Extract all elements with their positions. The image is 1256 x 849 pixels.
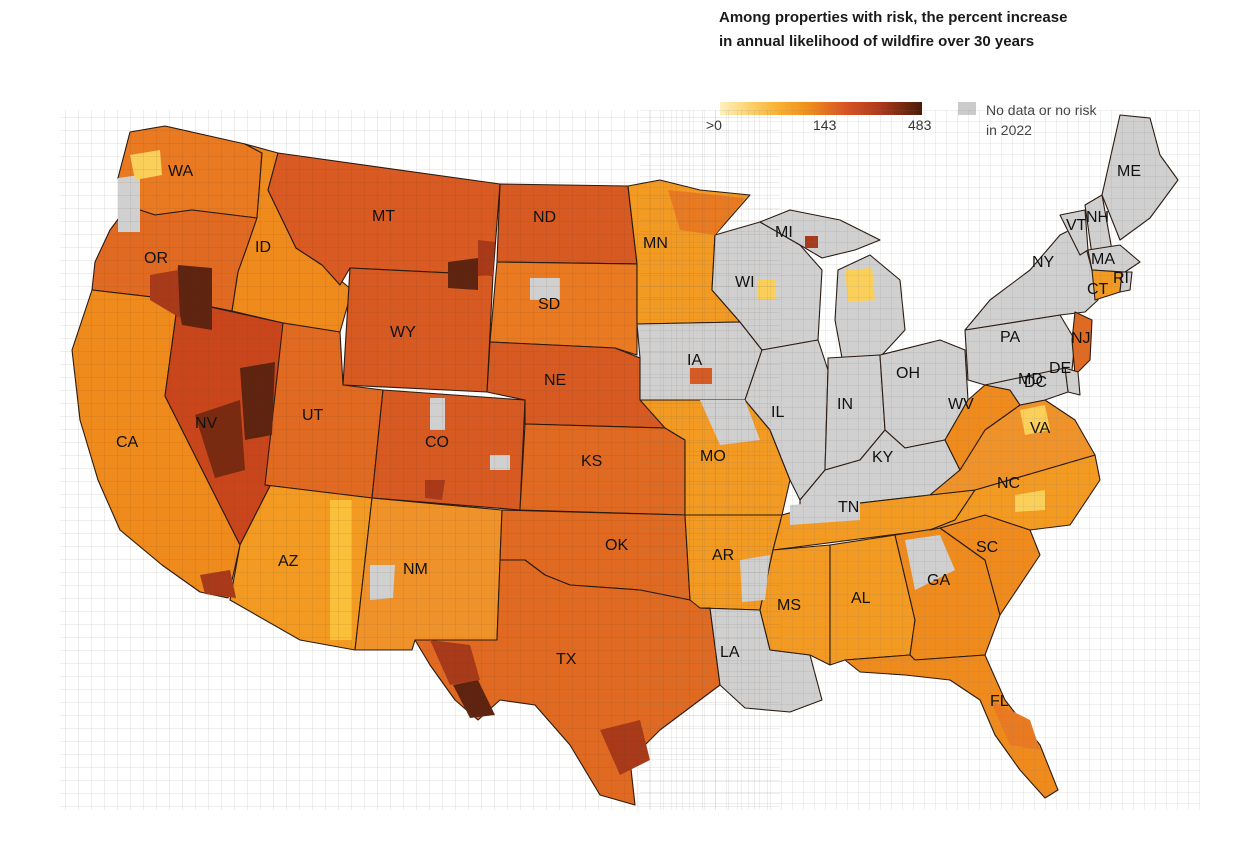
state-label-mi: MI: [775, 224, 793, 241]
legend-title: Among properties with risk, the percent …: [719, 9, 1068, 50]
state-label-al: AL: [851, 590, 871, 607]
state-label-tx: TX: [556, 651, 577, 668]
state-label-ma: MA: [1091, 251, 1115, 268]
patch-mi-red: [805, 236, 818, 248]
patch-ia-red: [690, 368, 712, 384]
state-label-nd: ND: [533, 209, 556, 226]
state-ks: [519, 423, 686, 516]
state-label-in: IN: [837, 396, 853, 413]
state-label-oh: OH: [896, 365, 920, 382]
state-label-il: IL: [771, 404, 784, 421]
patch-az-light: [330, 500, 352, 640]
state-label-ut: UT: [302, 407, 324, 424]
state-label-ri: RI: [1113, 270, 1129, 287]
patch-wi-light: [758, 280, 775, 300]
patch-co-gray: [430, 398, 445, 430]
state-label-ky: KY: [872, 449, 894, 466]
patch-mi-light: [845, 268, 875, 302]
state-label-wv: WV: [948, 396, 974, 413]
state-label-de: DE: [1049, 360, 1071, 377]
state-label-mn: MN: [643, 235, 668, 252]
state-label-ks: KS: [581, 453, 602, 470]
state-label-ne: NE: [544, 372, 566, 389]
state-label-vt: VT: [1066, 217, 1087, 234]
state-label-fl: FL: [990, 693, 1009, 710]
state-label-ok: OK: [605, 537, 628, 554]
state-label-sd: SD: [538, 296, 560, 313]
state-label-wi: WI: [735, 274, 755, 291]
state-label-wa: WA: [168, 163, 194, 180]
state-label-nj: NJ: [1071, 330, 1091, 347]
state-labels: WA OR CA ID NV MT WY UT AZ CO NM ND SD NE KS OK TX MN IA MO…: [116, 163, 1141, 710]
state-label-sc: SC: [976, 539, 998, 556]
state-label-ca: CA: [116, 434, 139, 451]
state-label-md: MD: [1018, 371, 1043, 388]
patch-nd-dark: [448, 258, 478, 290]
state-label-wy: WY: [390, 324, 416, 341]
state-label-az: AZ: [278, 553, 299, 570]
state-label-or: OR: [144, 250, 168, 267]
state-label-co: CO: [425, 434, 449, 451]
patch-co-dark: [425, 480, 445, 500]
state-label-mo: MO: [700, 448, 726, 465]
state-label-nv: NV: [195, 415, 218, 432]
state-label-nc: NC: [997, 475, 1020, 492]
state-label-ct: CT: [1087, 281, 1109, 298]
state-label-dc: DC: [1024, 374, 1047, 391]
state-label-pa: PA: [1000, 329, 1020, 346]
state-label-id: ID: [255, 239, 271, 256]
state-nd: [496, 183, 638, 265]
state-label-ny: NY: [1032, 254, 1055, 271]
patch-ar-gray: [740, 555, 770, 602]
patch-nm-gray: [370, 565, 395, 600]
patch-or-dark: [176, 265, 212, 330]
patch-wa-gray: [118, 175, 140, 232]
state-label-nm: NM: [403, 561, 428, 578]
patch-nd-red: [478, 240, 495, 276]
state-label-ia: IA: [687, 352, 702, 369]
patch-ks-gray: [490, 455, 510, 470]
patch-nv-dark: [240, 362, 275, 440]
state-label-ms: MS: [777, 597, 801, 614]
state-label-mt: MT: [372, 208, 395, 225]
state-label-ga: GA: [927, 572, 950, 589]
state-label-ar: AR: [712, 547, 734, 564]
state-label-me: ME: [1117, 163, 1141, 180]
patch-ca-dark: [200, 570, 236, 598]
state-label-tn: TN: [838, 499, 859, 516]
patch-wa-light: [130, 150, 162, 180]
state-label-nh: NH: [1086, 209, 1109, 226]
state-label-va: VA: [1030, 420, 1050, 437]
state-label-la: LA: [720, 644, 740, 661]
state-sd: [489, 261, 638, 356]
